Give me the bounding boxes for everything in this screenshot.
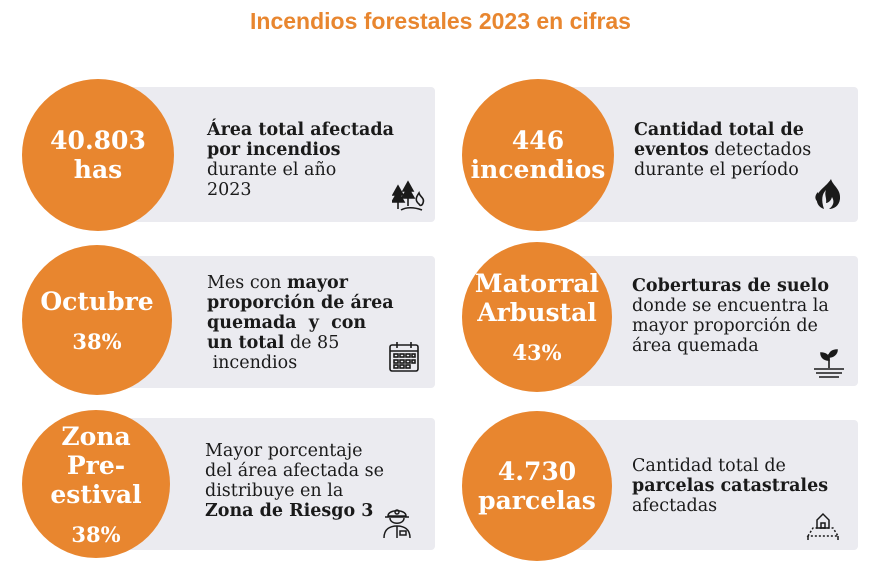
stat-value: Zona [61, 421, 131, 451]
stat-unit: parcelas [478, 486, 596, 515]
sprout-icon [812, 346, 846, 380]
stat-value-line2: Pre-estival [50, 450, 142, 509]
flame-icon [810, 176, 844, 210]
forest-fire-icon [390, 178, 426, 212]
stat-value: Octubre [40, 286, 154, 316]
stat-circle-parcels: 4.730 parcelas [462, 411, 612, 561]
stat-circle-area: 40.803 has [22, 79, 174, 231]
stat-circle-october: Octubre 38% [22, 245, 172, 395]
page-title: Incendios forestales 2023 en cifras [250, 8, 631, 34]
stat-description-area: Área total afectada por incendios durant… [207, 120, 394, 200]
stat-circle-fires: 446 incendios [462, 79, 614, 231]
stat-description-parcels: Cantidad total de parcelas catastrales a… [632, 456, 829, 516]
stat-description-fires: Cantidad total de eventos detectados dur… [634, 120, 812, 180]
stat-description-zone: Mayor porcentaje del área afectada se di… [205, 441, 384, 521]
stat-value: Matorral [474, 269, 600, 298]
stat-description-shrubland: Coberturas de suelo donde se encuentra l… [632, 276, 829, 356]
stat-unit: has [73, 155, 123, 184]
stat-percentage: 38% [71, 521, 121, 547]
stat-circle-zone: Zona Pre-estival 38% [22, 410, 170, 558]
firefighter-icon [380, 505, 414, 539]
stat-value: 40.803 [50, 126, 146, 155]
land-parcel-icon [806, 506, 840, 540]
stat-circle-shrubland: Matorral Arbustal 43% [462, 242, 612, 392]
stat-description-october: Mes con mayor proporción de área quemada… [207, 273, 394, 373]
stat-percentage: 38% [72, 328, 122, 354]
stat-percentage: 43% [512, 340, 562, 365]
calendar-icon [387, 340, 421, 374]
stat-unit: incendios [470, 155, 606, 184]
stat-value-line2: Arbustal [477, 298, 597, 327]
stat-value: 4.730 [497, 457, 577, 486]
stat-value: 446 [511, 126, 565, 155]
